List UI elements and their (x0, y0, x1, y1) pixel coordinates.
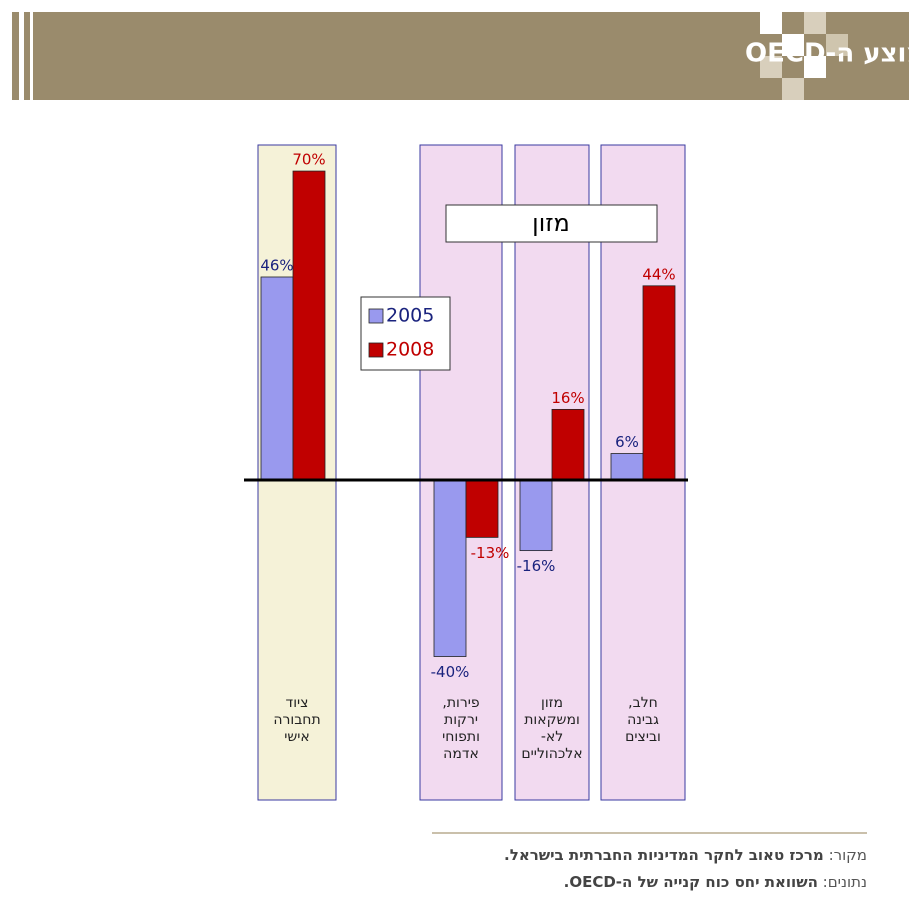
bar (610, 453, 644, 481)
legend-swatch (368, 308, 384, 324)
legend-swatch (368, 342, 384, 358)
header-stripe (19, 12, 24, 100)
data-label: 6% (615, 433, 639, 451)
data-note: השוואת יחס כוח קנייה של ה-OECD. (563, 873, 818, 891)
source-line: מקור: מרכז טאוב לחקר המדיניות החברתית בי… (504, 846, 867, 864)
group-label: מזון (532, 209, 570, 237)
header-squares (760, 12, 848, 100)
data-label: 70% (292, 151, 325, 169)
data-label: -40% (431, 663, 470, 681)
bar (642, 285, 676, 481)
chart-title: מחירים בישראל לעומת ממוצע ה-OECD (745, 39, 909, 69)
bar (292, 170, 326, 481)
data-label: 16% (551, 389, 584, 407)
data-line: נתונים: השוואת יחס כוח קנייה של ה-OECD. (564, 873, 867, 891)
bar (433, 479, 467, 657)
x-tick-label: ציוד תחבורה אישי (273, 695, 321, 745)
x-tick-label: מזון ומשקאות לא- אלכהוליים (521, 695, 583, 762)
bar (519, 479, 553, 552)
source: מרכז טאוב לחקר המדיניות החברתית בישראל. (504, 846, 824, 864)
category-panel (419, 144, 503, 801)
data-label: 44% (642, 265, 675, 283)
data-label: -13% (471, 544, 510, 562)
bar (551, 408, 585, 481)
data-label: 46% (260, 256, 293, 274)
source-label: מקור: (828, 846, 867, 864)
data-label: -16% (517, 557, 556, 575)
legend-label: 2005 (386, 305, 434, 327)
data-label: נתונים: (822, 873, 867, 891)
bar (465, 479, 499, 538)
group-box (445, 204, 658, 243)
x-tick-label: חלב, גבינה וביצים (625, 695, 661, 745)
header-band (12, 12, 909, 100)
bar (260, 276, 294, 481)
header-stripe (30, 12, 33, 100)
legend-label: 2008 (386, 339, 434, 361)
x-tick-label: פירות, ירקות ותפוחי אדמה (442, 695, 480, 762)
